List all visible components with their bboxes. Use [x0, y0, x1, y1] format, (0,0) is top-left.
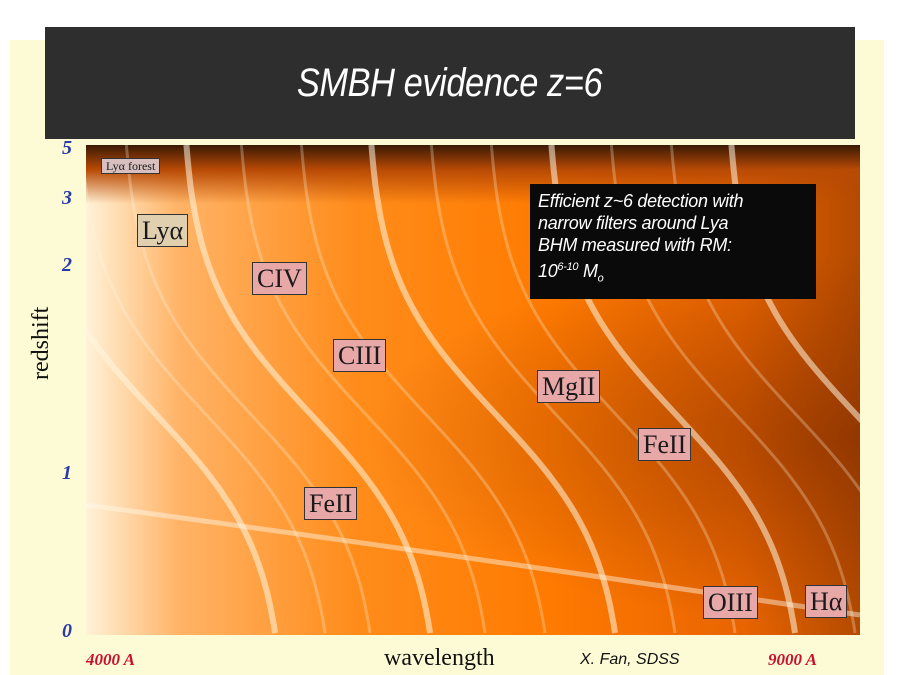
y-axis-label: redshift [28, 306, 54, 380]
label-lya: Lyα [137, 214, 189, 248]
note-mass-exponent: 6-10 [557, 261, 579, 273]
label-mgii: MgII [537, 370, 601, 404]
slide-title: SMBH evidence z=6 [297, 60, 603, 105]
note-line-4: 106-10 Mo [538, 256, 808, 290]
x-tick-9000: 9000 A [768, 650, 817, 669]
label-ciii: CIII [333, 339, 387, 373]
emission-streak [86, 176, 327, 634]
note-mass-unit-sub: o [597, 272, 604, 285]
y-tick-0: 0 [62, 620, 72, 642]
note-line-2: narrow filters around Lya [538, 213, 729, 233]
label-oiii: OIII [703, 586, 758, 620]
note-mass-unit: M [578, 261, 598, 281]
label-feii-upper: FeII [638, 428, 692, 462]
annotation-box: Efficient z~6 detection with narrow filt… [530, 184, 816, 299]
y-tick-2: 2 [62, 254, 72, 276]
note-line-1: Efficient z~6 detection with [538, 191, 744, 211]
y-tick-3: 3 [62, 187, 72, 209]
label-halpha: Hα [805, 585, 848, 619]
title-bar: SMBH evidence z=6 [45, 27, 855, 139]
label-feii-lower: FeII [304, 487, 358, 521]
emission-streak [86, 324, 278, 634]
note-mass-base: 10 [538, 261, 558, 281]
label-lya-forest: Lyα forest [101, 158, 161, 175]
label-civ: CIV [252, 262, 307, 296]
note-line-3: BHM measured with RM: [538, 235, 732, 255]
x-tick-4000: 4000 A [86, 650, 135, 669]
emission-streak [368, 145, 618, 634]
image-credit: X. Fan, SDSS [580, 651, 680, 668]
y-tick-1: 1 [62, 462, 72, 484]
emission-streak [183, 145, 433, 634]
emission-streak [429, 145, 677, 634]
emission-streak [239, 145, 487, 634]
y-tick-5: 5 [62, 137, 72, 159]
x-axis-label: wavelength [384, 645, 495, 671]
emission-streak [299, 145, 547, 634]
